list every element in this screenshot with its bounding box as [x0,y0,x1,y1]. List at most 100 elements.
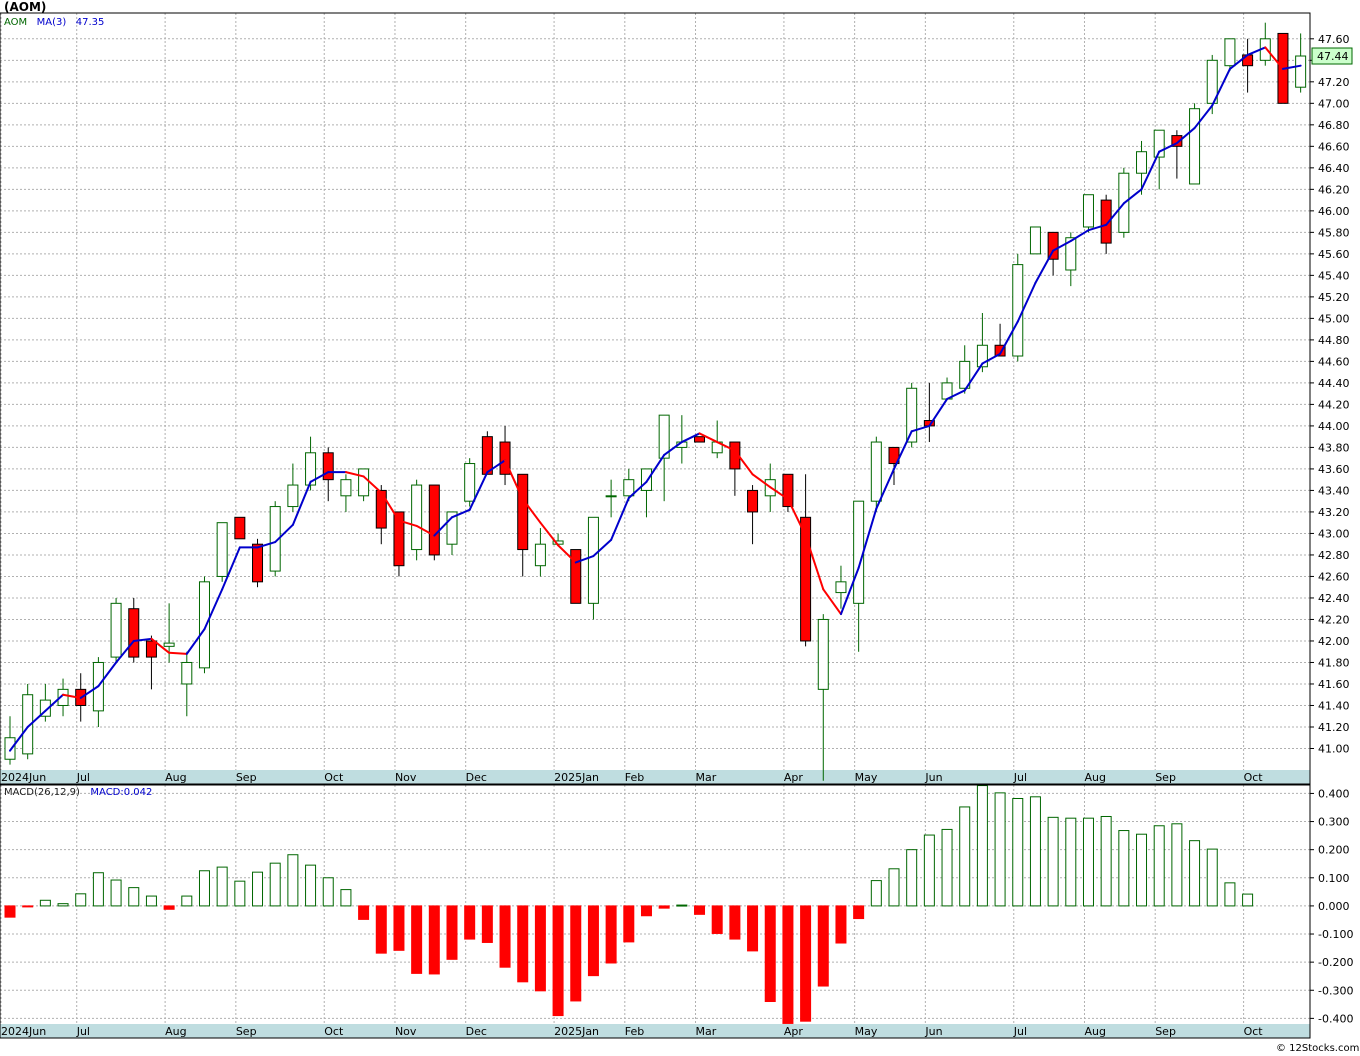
macd-bar [1224,882,1236,907]
macd-bar [411,905,423,974]
candle-body [216,522,228,577]
last-price-tag: 47.44 [1311,47,1353,65]
ma-segment [680,432,701,444]
macd-bar [906,849,918,907]
ma-segment [26,709,47,728]
macd-month-label: Feb [625,1025,644,1038]
ma-segment [44,693,65,712]
ma-segment [645,453,666,483]
candle-body [287,484,299,508]
ma-segment [769,486,789,501]
candle-body [499,441,511,475]
price-month-label: Feb [625,771,644,784]
candle [128,597,140,663]
price-y-tick-label: 42.80 [1318,549,1350,562]
candle-body [976,344,988,368]
price-y-tick-label: 45.00 [1318,312,1350,325]
price-month-label: Dec [466,771,487,784]
candle-body [1029,226,1041,255]
macd-month-label: Mar [696,1025,717,1038]
price-month-label: Nov [395,771,417,784]
price-y-tick-label: 44.40 [1318,377,1350,390]
macd-bar [800,905,812,1022]
candle-body [252,543,264,583]
price-y-tick-label: 43.40 [1318,484,1350,497]
ma-segment [1105,202,1125,226]
price-y-tick-label: 45.20 [1318,291,1350,304]
macd-bar [393,905,405,951]
macd-bar [322,877,334,907]
price-y-tick-label: 46.40 [1318,162,1350,175]
ma-segment [981,352,1002,365]
macd-bar [587,905,599,977]
candle-body [1171,135,1183,147]
price-y-tick-label: 43.60 [1318,463,1350,476]
ma-segment [256,541,277,549]
candle [22,683,34,760]
ma-segment [875,467,895,510]
candle-body [181,661,193,685]
price-month-label: Aug [165,771,186,784]
macd-bar [888,868,900,907]
candle [446,511,458,555]
candle-body [1065,237,1077,271]
candle [393,511,405,577]
macd-y-tick-label: -0.300 [1318,984,1353,997]
ma-segment [309,471,330,483]
macd-bars [4,785,1254,1024]
candle-body [57,688,69,706]
ma-segment [132,637,153,642]
price-month-label: Oct [1244,771,1264,784]
macd-bar [92,872,104,907]
macd-bar [1136,833,1148,907]
ma-segment [822,588,842,616]
candle-body [375,489,387,529]
macd-bar [499,905,511,968]
candle-body [1100,199,1112,244]
price-y-tick-label: 46.00 [1318,205,1350,218]
candle-body [1136,151,1148,174]
candle-body [464,463,476,502]
candle-body [322,452,334,481]
candle [39,683,51,722]
ma-segment [1158,142,1178,153]
candle [1189,103,1201,185]
macd-bar [375,905,387,954]
candle [517,473,529,577]
legend-macd-label: MACD(26,12,9) [4,787,80,798]
macd-bar [39,899,51,907]
macd-bar [216,866,228,907]
ma-segment [1087,223,1108,232]
price-month-label: 2025Jan [554,771,599,784]
macd-bar [145,895,157,907]
copyright: © 12Stocks.com [1276,1043,1359,1054]
macd-bar [658,905,670,909]
macd-bar [1047,816,1059,907]
macd-month-label: Aug [165,1025,186,1038]
price-y-tick-label: 42.60 [1318,570,1350,583]
candle [605,479,617,518]
ma-segment [1175,127,1196,145]
ma-segment [274,523,294,544]
macd-legend: MACD(26,12,9) MACD:0.042 [4,782,152,799]
macd-bar [517,905,529,983]
ma-segment [698,432,719,444]
ma-segment [486,459,507,474]
price-panel-frame [0,12,1311,785]
candle [4,716,16,765]
ma-segment [963,362,984,392]
ma-segment [168,651,188,655]
ma-segment [928,398,949,427]
price-y-tick-label: 43.20 [1318,506,1350,519]
macd-month-label: Jul [76,1025,90,1038]
candle [959,345,971,394]
macd-bar [959,806,971,907]
chart-symbol-title: (AOM) [4,0,46,14]
price-month-label: Oct [324,771,344,784]
ma-segment [1069,229,1090,242]
macd-bar [163,905,175,910]
ma-segment [1281,64,1302,70]
candle-body [22,694,34,755]
candle [57,678,69,717]
candle-body [1153,129,1165,158]
